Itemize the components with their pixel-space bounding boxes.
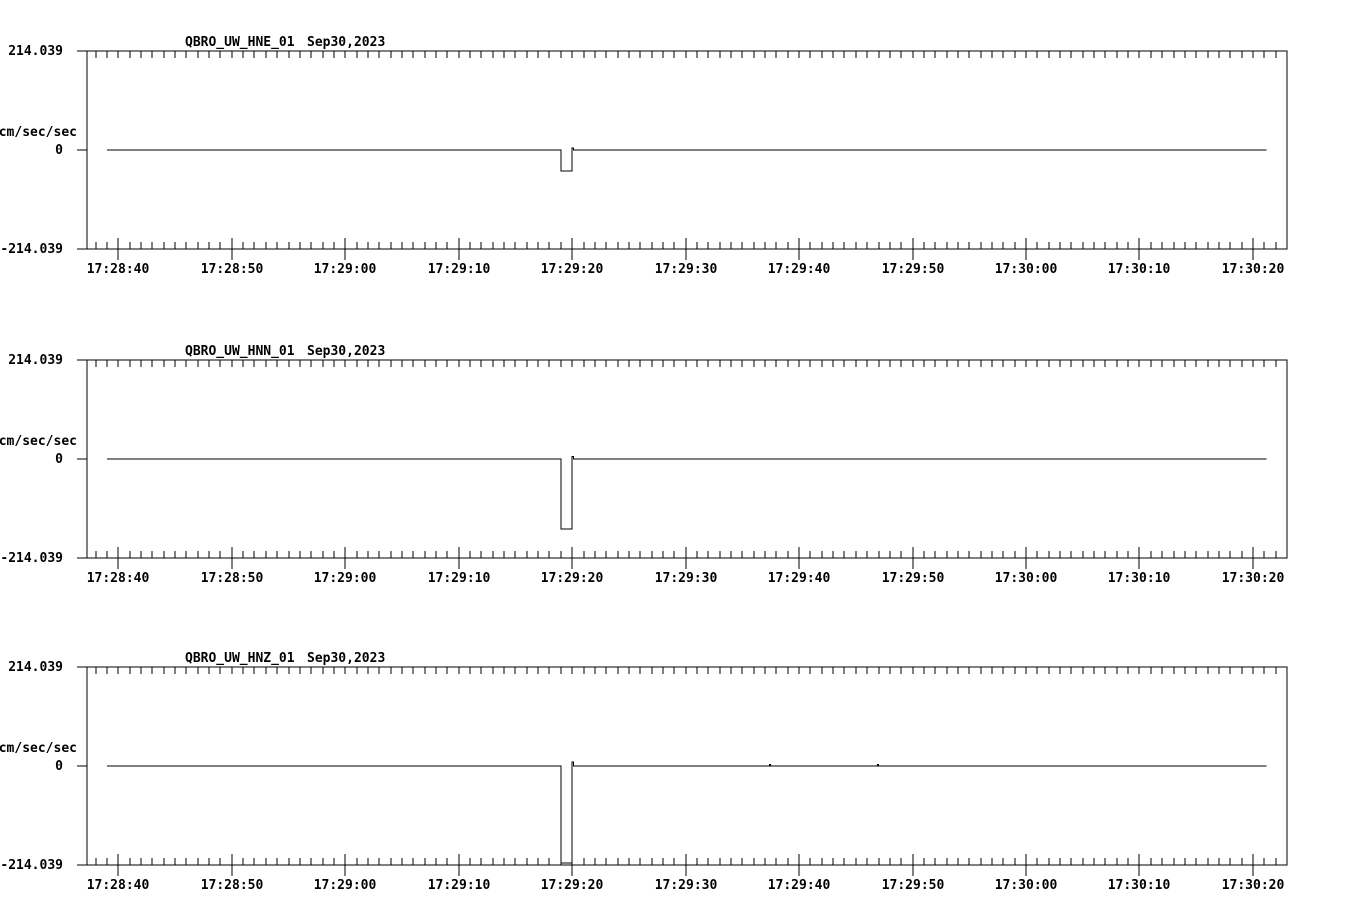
waveform-trace (107, 761, 1267, 864)
x-axis-time-label: 17:29:40 (768, 262, 831, 277)
x-axis-time-label: 17:28:50 (201, 262, 264, 277)
seismogram-panel: 17:28:40 17:28:50 17:29:00 17:29:10 17:29:20… (0, 35, 1288, 277)
x-axis-time-label: 17:29:10 (428, 878, 491, 893)
panel-title-date: Sep30,2023 (307, 344, 385, 359)
x-axis-time-label: 17:28:40 (87, 262, 150, 277)
x-axis-time-label: 17:30:10 (1108, 571, 1171, 586)
x-axis-time-label: 17:30:00 (995, 262, 1058, 277)
x-axis-time-label: 17:30:20 (1222, 571, 1285, 586)
x-axis-time-label: 17:30:00 (995, 878, 1058, 893)
waveform-trace (107, 147, 1267, 172)
x-axis-time-label: 17:28:40 (87, 878, 150, 893)
y-min-label: -214.039 (0, 551, 63, 566)
y-zero-label: 0 (55, 143, 63, 158)
y-min-label: -214.039 (0, 858, 63, 873)
seismogram-panel: 17:28:40 17:28:50 17:29:00 17:29:10 17:29:20… (0, 651, 1288, 893)
y-zero-label: 0 (55, 452, 63, 467)
x-axis-time-label: 17:29:00 (314, 571, 377, 586)
x-axis-time-label: 17:29:30 (655, 262, 718, 277)
x-axis-time-label: 17:29:50 (882, 571, 945, 586)
x-axis-time-label: 17:29:00 (314, 262, 377, 277)
y-max-label: 214.039 (8, 660, 63, 675)
x-axis-time-label: 17:29:10 (428, 571, 491, 586)
panel-title-station: QBRO_UW_HNN_01 (185, 344, 295, 359)
x-axis-time-label: 17:30:20 (1222, 262, 1285, 277)
seismogram-panel: 17:28:40 17:28:50 17:29:00 17:29:10 17:29:20… (0, 344, 1288, 586)
waveform-trace (107, 456, 1267, 530)
y-unit-label: cm/sec/sec (0, 125, 77, 140)
x-axis-time-label: 17:29:20 (541, 262, 604, 277)
y-unit-label: cm/sec/sec (0, 434, 77, 449)
x-axis-time-label: 17:29:50 (882, 262, 945, 277)
x-axis-time-label: 17:28:40 (87, 571, 150, 586)
x-axis-time-label: 17:29:50 (882, 878, 945, 893)
panel-title-station: QBRO_UW_HNE_01 (185, 35, 295, 50)
x-axis-time-label: 17:29:40 (768, 571, 831, 586)
x-axis-time-label: 17:29:20 (541, 878, 604, 893)
x-axis-time-label: 17:30:10 (1108, 878, 1171, 893)
x-axis-time-label: 17:29:00 (314, 878, 377, 893)
x-axis-time-label: 17:29:30 (655, 571, 718, 586)
x-axis-time-label: 17:28:50 (201, 571, 264, 586)
x-axis-time-label: 17:29:10 (428, 262, 491, 277)
x-axis-time-label: 17:28:50 (201, 878, 264, 893)
y-min-label: -214.039 (0, 242, 63, 257)
x-axis-time-label: 17:29:20 (541, 571, 604, 586)
y-zero-label: 0 (55, 759, 63, 774)
y-max-label: 214.039 (8, 353, 63, 368)
panel-title-date: Sep30,2023 (307, 35, 385, 50)
x-axis-time-label: 17:29:30 (655, 878, 718, 893)
y-unit-label: cm/sec/sec (0, 741, 77, 756)
panel-title-date: Sep30,2023 (307, 651, 385, 666)
x-axis-time-label: 17:30:10 (1108, 262, 1171, 277)
x-axis-time-label: 17:30:20 (1222, 878, 1285, 893)
y-max-label: 214.039 (8, 44, 63, 59)
x-axis-time-label: 17:30:00 (995, 571, 1058, 586)
panel-title-station: QBRO_UW_HNZ_01 (185, 651, 295, 666)
x-axis-time-label: 17:29:40 (768, 878, 831, 893)
